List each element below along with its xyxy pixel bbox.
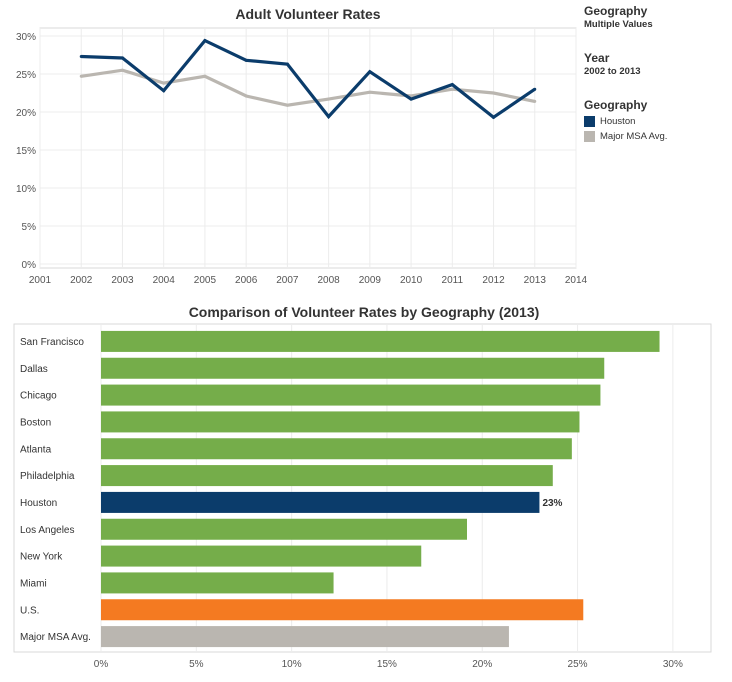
line-x-tick-label: 2007 [276,275,299,286]
legend-item-major-msa-avg[interactable]: Major MSA Avg. [584,131,730,142]
category-label-chicago: Chicago [20,391,57,402]
line-x-tick-label: 2013 [524,275,547,286]
line-y-tick-label: 30% [16,32,36,43]
line-x-tick-label: 2008 [317,275,340,286]
data-point-houston [203,39,207,43]
line-x-tick-label: 2010 [400,275,423,286]
bar-san-francisco [101,330,660,352]
data-point-houston [492,115,496,119]
bar-miami [101,572,334,594]
data-point-houston [450,83,454,87]
line-x-tick-label: 2001 [29,275,52,286]
bar-major-msa-avg [101,626,509,648]
bar-atlanta [101,438,572,460]
line-y-tick-label: 20% [16,108,36,119]
data-point-houston [409,97,413,101]
category-label-new-york: New York [20,552,63,563]
data-point-houston [244,58,248,62]
legend-label-major-msa-avg: Major MSA Avg. [600,131,668,142]
year-filter[interactable]: Year 2002 to 2013 [584,51,730,77]
category-label-miami: Miami [20,578,47,589]
line-y-tick-label: 5% [22,222,37,233]
data-point-major-msa-avg [492,91,496,95]
line-y-tick-label: 25% [16,70,36,81]
line-x-tick-label: 2003 [111,275,134,286]
line-x-tick-label: 2004 [153,275,176,286]
line-x-tick-label: 2006 [235,275,258,286]
data-point-houston [120,56,124,60]
series-line-houston [81,38,536,120]
bar-chicago [101,384,601,406]
data-point-houston [368,70,372,74]
line-x-tick-label: 2009 [359,275,382,286]
category-label-major-msa-avg: Major MSA Avg. [20,632,91,643]
legend-panel: Geography Multiple Values Year 2002 to 2… [584,4,730,163]
bar-chart: 0% 5% 10% 15% 20% 25% 30% San Francisco Dallas Ch… [13,323,712,670]
legend-label-houston: Houston [600,116,636,127]
bar-x-tick-label: 25% [568,659,588,670]
legend-item-houston[interactable]: Houston [584,116,730,127]
category-label-san-francisco: San Francisco [20,337,84,348]
line-chart: 0% 5% 10% 15% 20% 25% 30% 2001 2002 2003 2004 2005 2… [16,27,588,286]
bar-u-s [101,599,584,621]
data-point-major-msa-avg [285,103,289,107]
year-filter-value: 2002 to 2013 [584,66,641,77]
bar-philadelphia [101,465,553,487]
category-label-boston: Boston [20,417,51,428]
geography-filter-value: Multiple Values [584,19,653,30]
color-legend: Geography Houston Major MSA Avg. [584,98,730,142]
data-point-major-msa-avg [203,74,207,78]
data-point-houston [327,115,331,119]
line-y-tick-label: 15% [16,146,36,157]
data-point-major-msa-avg [244,94,248,98]
legend-swatch-houston [584,116,595,127]
bar-x-tick-label: 30% [663,659,683,670]
data-point-major-msa-avg [162,81,166,85]
color-legend-label: Geography [584,98,648,112]
line-x-tick-label: 2012 [482,275,505,286]
bar-new-york [101,545,422,567]
category-label-houston: Houston [20,498,57,509]
category-label-philadelphia: Philadelphia [20,471,75,482]
category-label-dallas: Dallas [20,364,48,375]
data-label-houston: 23% [542,498,562,509]
data-point-major-msa-avg [450,87,454,91]
data-point-major-msa-avg [79,74,83,78]
data-point-major-msa-avg [327,97,331,101]
line-x-tick-label: 2014 [565,275,588,286]
data-point-houston [79,55,83,59]
data-point-major-msa-avg [533,99,537,103]
data-point-major-msa-avg [120,68,124,72]
line-x-tick-label: 2005 [194,275,217,286]
line-x-tick-label: 2011 [442,275,464,286]
category-label-atlanta: Atlanta [20,444,52,455]
bar-x-tick-label: 0% [94,659,109,670]
bar-x-tick-label: 20% [472,659,492,670]
legend-swatch-major-msa-avg [584,131,595,142]
bar-los-angeles [101,518,467,540]
line-y-tick-label: 0% [22,260,37,271]
bar-x-tick-label: 15% [377,659,397,670]
bar-x-tick-label: 10% [282,659,302,670]
line-x-tick-label: 2002 [70,275,93,286]
bar-houston [101,491,540,513]
line-plot-area [39,27,577,269]
bar-boston [101,411,580,433]
data-point-houston [533,87,537,91]
category-label-u-s: U.S. [20,605,39,616]
bar-x-tick-label: 5% [189,659,204,670]
bar-chart-title: Comparison of Volunteer Rates by Geograp… [188,304,540,320]
category-label-los-angeles: Los Angeles [20,525,75,536]
bar-dallas [101,357,605,379]
year-filter-label: Year [584,51,610,65]
line-chart-title: Adult Volunteer Rates [235,6,381,22]
data-point-major-msa-avg [368,90,372,94]
data-point-houston [285,62,289,66]
line-y-tick-label: 10% [16,184,36,195]
data-point-houston [162,89,166,93]
geography-filter[interactable]: Geography Multiple Values [584,4,730,30]
geography-filter-label: Geography [584,4,648,18]
